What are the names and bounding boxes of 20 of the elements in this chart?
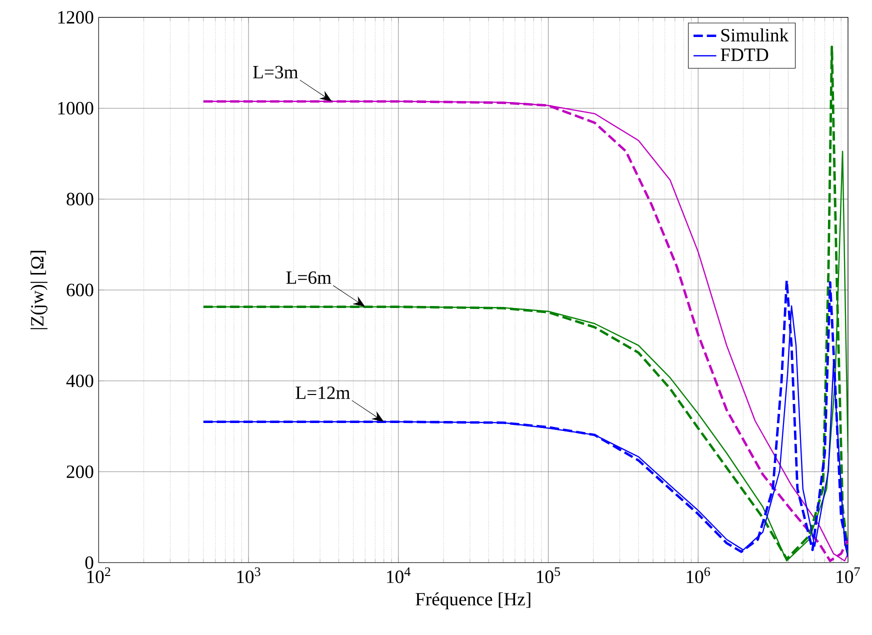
x-tick-label: 10$^{5}$	[536, 568, 560, 584]
y-tick-label: 1200	[58, 11, 94, 24]
x-tick-label: 10$^{2}$	[87, 568, 110, 584]
y-tick-label: 600	[66, 284, 94, 296]
annotation: L=6m	[286, 272, 332, 284]
y-tick-label: 800	[66, 192, 94, 206]
x-tick-label: 10$^{6}$	[686, 568, 710, 584]
legend-label: FDTD	[720, 48, 768, 62]
y-axis-title: |Z(jw)| [Ω]	[30, 251, 48, 330]
x-tick-label: 10$^{4}$	[387, 568, 410, 584]
y-tick-label: 1000	[58, 102, 94, 115]
annotation: L=12m	[296, 386, 350, 400]
x-tick-label: 10$^{3}$	[237, 568, 260, 584]
x-axis-title: Fréquence [Hz]	[416, 592, 530, 610]
annotation: L=3m	[253, 66, 298, 79]
x-tick-label: 10$^{7}$	[836, 568, 860, 584]
y-tick-label: 200	[66, 466, 94, 478]
legend-label: Simulink	[721, 28, 789, 42]
y-tick-label: 400	[66, 374, 94, 388]
y-tick-label: 0	[85, 556, 94, 570]
